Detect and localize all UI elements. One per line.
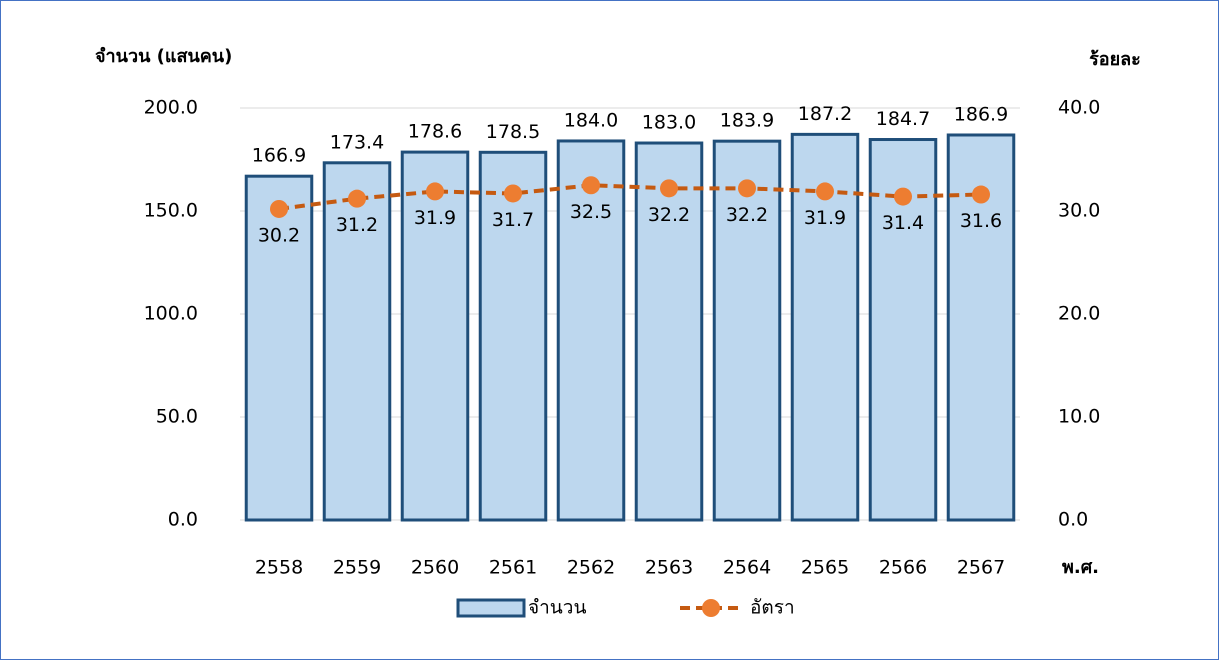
line-value-label: 31.7 [492,209,534,231]
bar-value-label: 173.4 [330,131,384,153]
legend-swatch [702,599,720,617]
bar [478,150,548,522]
line-marker [894,187,912,206]
line-value-label: 31.4 [882,212,924,234]
x-tick-label: 2563 [645,557,693,579]
y2-tick-label: 40.0 [1058,97,1100,119]
legend-label: อัตรา [750,597,795,619]
x-tick-label: 2565 [801,557,849,579]
x-tick-label: 2559 [333,557,381,579]
bar-value-label: 186.9 [954,103,1008,125]
line-value-label: 30.2 [258,224,300,246]
bar-value-label: 184.0 [564,109,618,131]
bar [244,174,314,522]
x-tick-label: 2561 [489,557,537,579]
bar [868,138,938,522]
line [278,183,982,211]
y2-axis-title: ร้อยละ [1089,49,1141,70]
x-axis-title: พ.ศ. [1062,557,1099,578]
y-tick-label: 100.0 [144,303,198,325]
line-value-label: 31.6 [960,210,1002,232]
y-tick-label: 200.0 [144,97,198,119]
line-marker [426,182,444,201]
x-tick-label: 2560 [411,557,459,579]
line-marker [660,179,678,198]
y2-tick-label: 10.0 [1058,406,1100,428]
y-axis-title: จำนวน (แสนคน) [95,46,232,67]
legend-swatch [456,598,526,618]
line-value-label: 31.9 [804,207,846,229]
line-value-label: 32.5 [570,201,612,223]
bar [634,141,704,522]
y-tick-label: 150.0 [144,200,198,222]
bar [712,139,782,522]
line-marker [582,176,600,195]
bar [400,150,470,522]
x-tick-label: 2564 [723,557,771,579]
line-marker [972,185,990,204]
bar [556,139,626,522]
y2-tick-label: 30.0 [1058,200,1100,222]
x-tick-label: 2558 [255,557,303,579]
bar-value-label: 183.9 [720,110,774,132]
y2-tick-label: 0.0 [1058,509,1088,531]
bar-value-label: 187.2 [798,103,852,125]
x-tick-label: 2566 [879,557,927,579]
x-tick-label: 2567 [957,557,1005,579]
line-value-label: 32.2 [726,204,768,226]
bar-value-label: 184.7 [876,108,930,130]
bar-value-label: 183.0 [642,112,696,134]
y2-tick-label: 20.0 [1058,303,1100,325]
bar-value-label: 178.6 [408,121,462,143]
y-tick-label: 0.0 [168,509,198,531]
line-marker [270,199,288,218]
line-marker [816,182,834,201]
x-tick-label: 2562 [567,557,615,579]
y-tick-label: 50.0 [156,406,198,428]
bar [322,161,392,522]
line-value-label: 31.9 [414,207,456,229]
line-marker [348,189,366,208]
line-marker [504,184,522,203]
line-value-label: 31.2 [336,214,378,236]
line-marker [738,179,756,198]
line-value-label: 32.2 [648,204,690,226]
bar-value-label: 178.5 [486,121,540,143]
legend-label: จำนวน [528,597,586,619]
bar-value-label: 166.9 [252,145,306,167]
